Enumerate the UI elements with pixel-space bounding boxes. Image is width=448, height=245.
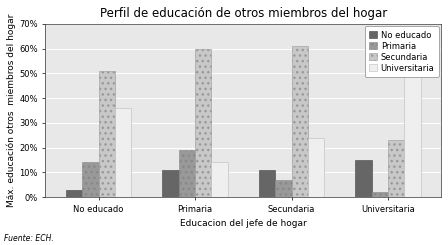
- Bar: [308, 138, 324, 197]
- Bar: [292, 46, 308, 197]
- Text: Fuente: ECH.: Fuente: ECH.: [4, 233, 54, 243]
- Bar: [405, 41, 421, 197]
- Title: Perfil de educación de otros miembros del hogar: Perfil de educación de otros miembros de…: [99, 7, 387, 20]
- Bar: [162, 170, 179, 197]
- Bar: [195, 49, 211, 197]
- Bar: [258, 170, 275, 197]
- X-axis label: Educacion del jefe de hogar: Educacion del jefe de hogar: [180, 219, 306, 228]
- Legend: No educado, Primaria, Secundaria, Universitaria: No educado, Primaria, Secundaria, Univer…: [365, 26, 439, 77]
- Bar: [99, 71, 115, 197]
- Bar: [355, 160, 371, 197]
- Bar: [115, 108, 131, 197]
- Bar: [211, 162, 228, 197]
- Bar: [371, 192, 388, 197]
- Bar: [275, 180, 292, 197]
- Bar: [179, 150, 195, 197]
- Bar: [82, 162, 99, 197]
- Bar: [66, 190, 82, 197]
- Bar: [388, 140, 405, 197]
- Y-axis label: Máx. educación otros  miembros del hogar: Máx. educación otros miembros del hogar: [7, 14, 17, 207]
